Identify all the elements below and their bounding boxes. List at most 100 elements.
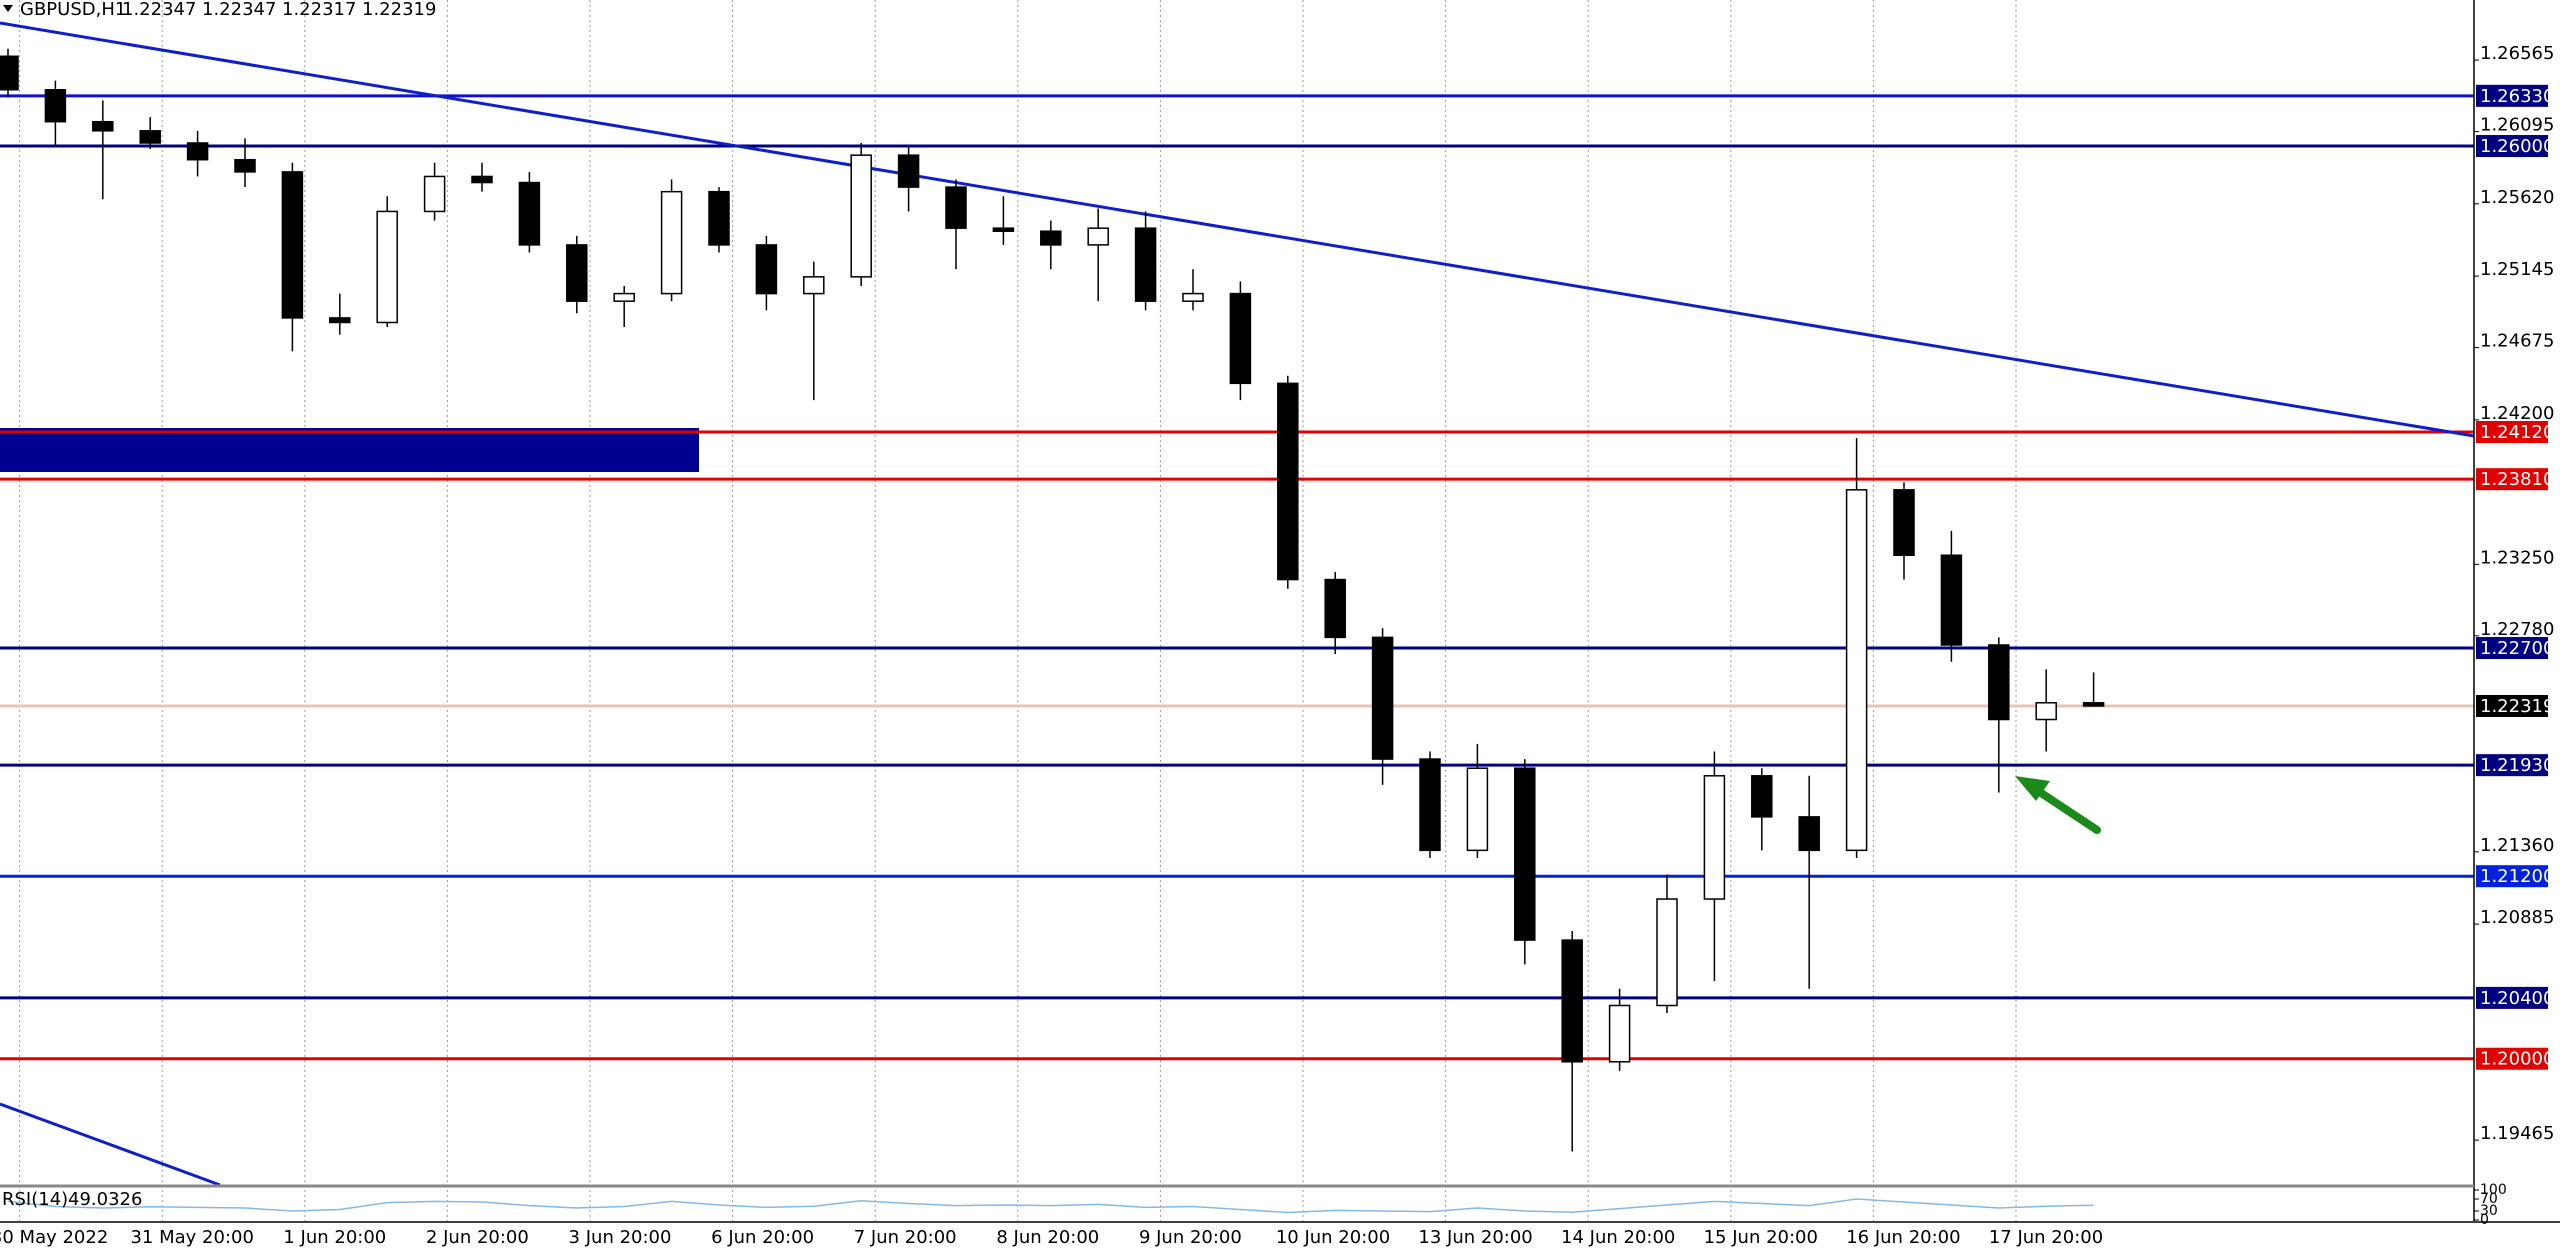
ohlc-value: 1.22319 (362, 0, 436, 20)
candle-body (992, 227, 1015, 232)
level-label: 1.23810 (2480, 469, 2554, 490)
x-tick-label: 31 May 20:00 (130, 1227, 253, 1248)
rsi-tick-label: 0 (2480, 1212, 2489, 1228)
candle-body (660, 190, 683, 295)
menu-arrow[interactable] (3, 5, 13, 12)
candle-body (803, 276, 825, 295)
candle-body (1324, 578, 1346, 639)
candle-body (0, 55, 19, 91)
candle-body (850, 154, 872, 278)
candles (0, 48, 2105, 1152)
symbol: GBPUSD,H1 (20, 0, 126, 20)
candle-body (1466, 767, 1489, 852)
x-tick-label: 10 Jun 20:00 (1276, 1227, 1390, 1248)
candle-body (1182, 292, 1204, 302)
candle-body (329, 317, 351, 324)
level-box (2476, 754, 2548, 777)
candle-body (139, 130, 161, 144)
level-box (2476, 468, 2548, 491)
candle-body (1134, 227, 1157, 302)
level-label: 1.21930 (2480, 755, 2554, 776)
candle-body (1371, 636, 1394, 760)
candle-body (613, 292, 635, 302)
axis: 30 May 2022 31 May 20:00 1 Jun 20:00 2 Jun … (0, 43, 2554, 1248)
candle-body (755, 244, 778, 295)
rsi-tick-label: 30 (2480, 1203, 2498, 1219)
header-ohlc: 1.22347 1.22347 1.22317 1.22319 (122, 0, 436, 20)
level-label: 1.20400 (2480, 988, 2554, 1009)
y-tick-label: 1.23250 (2480, 547, 2554, 568)
level-box (2476, 986, 2548, 1009)
level-box (2476, 135, 2548, 158)
rsi-line (7, 1198, 2094, 1214)
ohlc-value: 1.22347 (202, 0, 276, 20)
level-box (2476, 694, 2548, 717)
ohlc-value: 1.22317 (282, 0, 356, 20)
candle-body (518, 181, 541, 246)
x-tick-label: 13 Jun 20:00 (1418, 1227, 1532, 1248)
candle-body (708, 190, 730, 246)
y-tick-label: 1.24200 (2480, 403, 2554, 424)
y-tick-label: 1.21360 (2480, 835, 2554, 856)
candle-body (1988, 644, 2010, 721)
level-label: 1.24120 (2480, 422, 2554, 443)
y-tick-label: 1.25620 (2480, 187, 2554, 208)
candle-body (1040, 230, 1062, 246)
candle-body (1419, 758, 1441, 852)
trendline (0, 1102, 221, 1187)
supply-zone (0, 428, 699, 472)
y-tick-label: 1.22780 (2480, 619, 2554, 640)
candle-body (186, 142, 209, 161)
rsi-value: 49.0326 (68, 1189, 142, 1210)
candle-body (92, 120, 114, 132)
candle-body (1656, 898, 1678, 1007)
level-box (2476, 637, 2548, 660)
y-tick-label: 1.26565 (2480, 43, 2554, 64)
candle-body (281, 171, 304, 319)
rsi-name: RSI(14) (2, 1189, 68, 1210)
x-tick-label: 6 Jun 20:00 (711, 1227, 814, 1248)
candle-body (1229, 292, 1252, 385)
level-label: 1.21200 (2480, 866, 2554, 887)
arrow (2015, 776, 2101, 834)
candle-body (1608, 1004, 1631, 1063)
x-tick-label: 15 Jun 20:00 (1704, 1227, 1818, 1248)
level-box (2476, 1047, 2548, 1070)
y-tick-label: 1.20885 (2480, 907, 2554, 928)
level-label: 1.22319 (2480, 696, 2554, 717)
candle-body (1703, 775, 1726, 900)
candle-body (1893, 489, 1915, 556)
x-tick-label: 1 Jun 20:00 (283, 1227, 386, 1248)
candle-body (1561, 939, 1583, 1063)
x-tick-label: 30 May 2022 (0, 1227, 108, 1248)
ohlc-value: 1.22347 (122, 0, 196, 20)
x-tick-label: 2 Jun 20:00 (426, 1227, 529, 1248)
x-tick-label: 16 Jun 20:00 (1846, 1227, 1960, 1248)
candle-body (471, 175, 493, 184)
level-label: 1.20000 (2480, 1049, 2554, 1070)
y-tick-label: 1.24675 (2480, 331, 2554, 352)
level-label: 1.26330 (2480, 86, 2554, 107)
candle-body (1514, 767, 1536, 941)
candle-body (2082, 702, 2105, 707)
level-box (2476, 865, 2548, 888)
candle-body (1798, 816, 1820, 852)
candle-body (1751, 775, 1773, 818)
candle-body (44, 88, 67, 123)
candle-body (234, 158, 256, 173)
candle-body (566, 244, 588, 302)
level-box (2476, 421, 2548, 444)
trendline (0, 21, 2475, 438)
rsi-tick-label: 100 (2480, 1182, 2507, 1198)
candle-body (1087, 227, 1109, 246)
rsi-tick-label: 70 (2480, 1191, 2498, 1207)
x-tick-label: 3 Jun 20:00 (569, 1227, 672, 1248)
y-tick-label: 1.25145 (2480, 259, 2554, 280)
candle-body (1277, 382, 1299, 581)
candle-body (2035, 702, 2057, 721)
level-box (2476, 84, 2548, 107)
x-tick-label: 17 Jun 20:00 (1989, 1227, 2103, 1248)
candle-body (423, 175, 446, 213)
